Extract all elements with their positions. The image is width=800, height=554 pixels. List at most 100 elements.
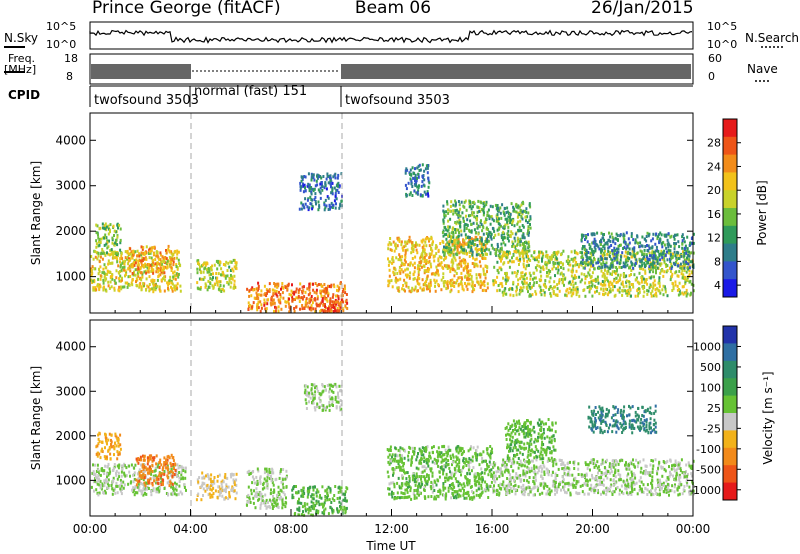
- echo-cell: [93, 267, 96, 271]
- echo-cell: [99, 473, 102, 477]
- echo-cell: [630, 260, 633, 264]
- echo-cell: [643, 280, 646, 284]
- echo-cell: [521, 210, 524, 214]
- echo-cell: [609, 239, 612, 243]
- echo-cell: [479, 200, 482, 204]
- echo-cell: [485, 289, 488, 293]
- echo-cell: [527, 283, 530, 287]
- echo-cell: [435, 279, 438, 283]
- echo-cell: [649, 268, 652, 272]
- echo-cell: [143, 282, 146, 286]
- echo-cell: [683, 266, 686, 270]
- echo-cell: [141, 259, 143, 263]
- echo-cell: [90, 278, 92, 282]
- echo-cell: [638, 281, 641, 285]
- echo-cell: [498, 266, 501, 270]
- echo-cell: [458, 282, 461, 286]
- echo-cell: [601, 254, 604, 258]
- echo-cell: [627, 289, 630, 292]
- echo-cell: [397, 286, 400, 290]
- echo-cell: [496, 204, 499, 207]
- echo-cell: [618, 290, 621, 294]
- echo-cell: [272, 293, 275, 297]
- echo-cell: [479, 236, 482, 240]
- echo-cell: [307, 182, 310, 186]
- echo-cell: [119, 478, 122, 482]
- echo-cell: [312, 282, 314, 286]
- echo-cell: [97, 254, 100, 258]
- echo-cell: [408, 193, 411, 197]
- echo-cell: [504, 223, 507, 227]
- echo-cell: [637, 294, 639, 298]
- echo-cell: [418, 277, 421, 281]
- echo-cell: [482, 246, 485, 250]
- echo-cell: [108, 270, 111, 274]
- echo-cell: [124, 474, 127, 478]
- echo-cell: [143, 476, 146, 480]
- echo-cell: [143, 270, 146, 274]
- echo-cell: [516, 215, 519, 219]
- echo-cell: [595, 243, 598, 246]
- echo-cell: [455, 238, 458, 242]
- echo-cell: [118, 484, 121, 488]
- echo-cell: [600, 269, 603, 273]
- echo-cell: [539, 266, 542, 270]
- echo-cell: [116, 464, 119, 468]
- echo-cell: [327, 174, 330, 178]
- echo-cell: [230, 277, 233, 280]
- echo-cell: [335, 188, 338, 192]
- echo-cell: [433, 278, 436, 282]
- echo-cell: [475, 257, 478, 261]
- echo-cell: [451, 281, 454, 285]
- echo-cell: [621, 289, 624, 293]
- echo-cell: [112, 468, 115, 472]
- echo-cell: [112, 256, 115, 260]
- echo-cell: [106, 442, 108, 446]
- echo-cell: [524, 273, 526, 277]
- echo-cell: [524, 209, 526, 213]
- echo-cell: [422, 174, 425, 177]
- echo-cell: [235, 261, 238, 265]
- echo-cell: [264, 301, 267, 305]
- echo-cell: [107, 284, 110, 288]
- echo-cell: [150, 263, 153, 267]
- echo-cell: [135, 280, 137, 284]
- echo-cell: [231, 277, 234, 281]
- echo-cell: [109, 223, 112, 227]
- echo-cell: [165, 458, 168, 462]
- echo-cell: [475, 218, 478, 222]
- echo-cell: [104, 446, 106, 450]
- echo-cell: [209, 487, 212, 491]
- echo-cell: [398, 238, 401, 241]
- echo-cell: [617, 247, 620, 251]
- echo-cell: [486, 266, 489, 270]
- echo-cell: [166, 461, 169, 465]
- echo-cell: [533, 276, 536, 280]
- echo-cell: [655, 271, 657, 275]
- echo-cell: [424, 167, 427, 171]
- echo-cell: [463, 200, 466, 204]
- echo-cell: [508, 259, 511, 263]
- echo-cell: [103, 472, 106, 475]
- echo-cell: [513, 236, 516, 240]
- echo-cell: [301, 175, 303, 179]
- echo-cell: [449, 239, 452, 243]
- echo-cell: [324, 182, 327, 186]
- echo-cell: [157, 486, 160, 490]
- echo-cell: [683, 264, 686, 268]
- echo-cell: [611, 258, 614, 262]
- echo-cell: [94, 463, 97, 467]
- echo-cell: [468, 277, 471, 281]
- echo-cell: [217, 485, 220, 489]
- echo-cell: [208, 273, 211, 277]
- echo-cell: [252, 477, 255, 481]
- echo-cell: [494, 233, 497, 237]
- echo-cell: [407, 239, 410, 242]
- echo-cell: [155, 462, 158, 466]
- echo-cell: [259, 300, 262, 304]
- echo-cell: [436, 269, 439, 273]
- echo-cell: [646, 292, 649, 296]
- echo-cell: [480, 245, 483, 249]
- echo-cell: [127, 266, 130, 270]
- echo-cell: [639, 241, 642, 245]
